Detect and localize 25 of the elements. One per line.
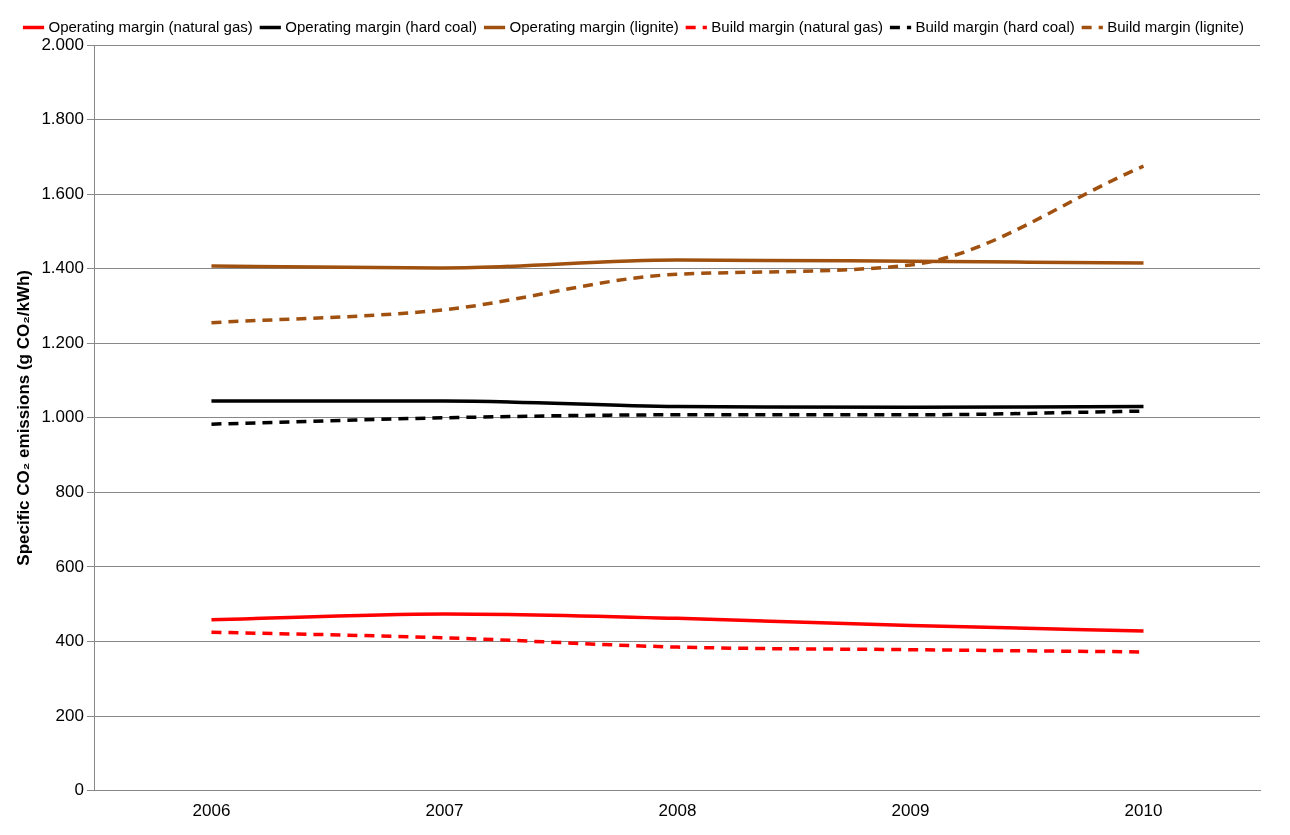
y-tick-label: 200 — [55, 705, 84, 725]
y-tick-label: 1.600 — [41, 183, 84, 203]
line-series — [209, 612, 1146, 633]
y-tick-label: 0 — [74, 780, 84, 800]
x-tick-label: 2007 — [425, 801, 464, 821]
y-tick-label: 400 — [55, 631, 84, 651]
x-tick-label: 2010 — [1124, 801, 1163, 821]
x-tick-label: 2008 — [658, 801, 697, 821]
line-series — [209, 164, 1146, 325]
legend-label: Build margin (lignite) — [1107, 17, 1244, 35]
y-tick-label: 1.000 — [41, 407, 84, 427]
x-tick-label: 2006 — [192, 801, 231, 821]
legend-label: Build margin (hard coal) — [915, 17, 1075, 35]
y-axis-title: Specific CO₂ emissions (g CO₂/kWh) — [13, 269, 33, 566]
y-tick-label: 800 — [55, 482, 84, 502]
legend-label: Operating margin (natural gas) — [48, 17, 253, 35]
y-tick-label: 2.000 — [41, 34, 84, 54]
y-tick-label: 600 — [55, 556, 84, 576]
legend-label: Operating margin (lignite) — [509, 17, 679, 35]
legend-label: Build margin (natural gas) — [711, 17, 884, 35]
y-tick-label: 1.400 — [41, 258, 84, 278]
y-tick-label: 1.800 — [41, 109, 84, 129]
x-tick-label: 2009 — [891, 801, 930, 821]
y-tick-label: 1.200 — [41, 332, 84, 352]
legend-label: Operating margin (hard coal) — [285, 17, 478, 35]
